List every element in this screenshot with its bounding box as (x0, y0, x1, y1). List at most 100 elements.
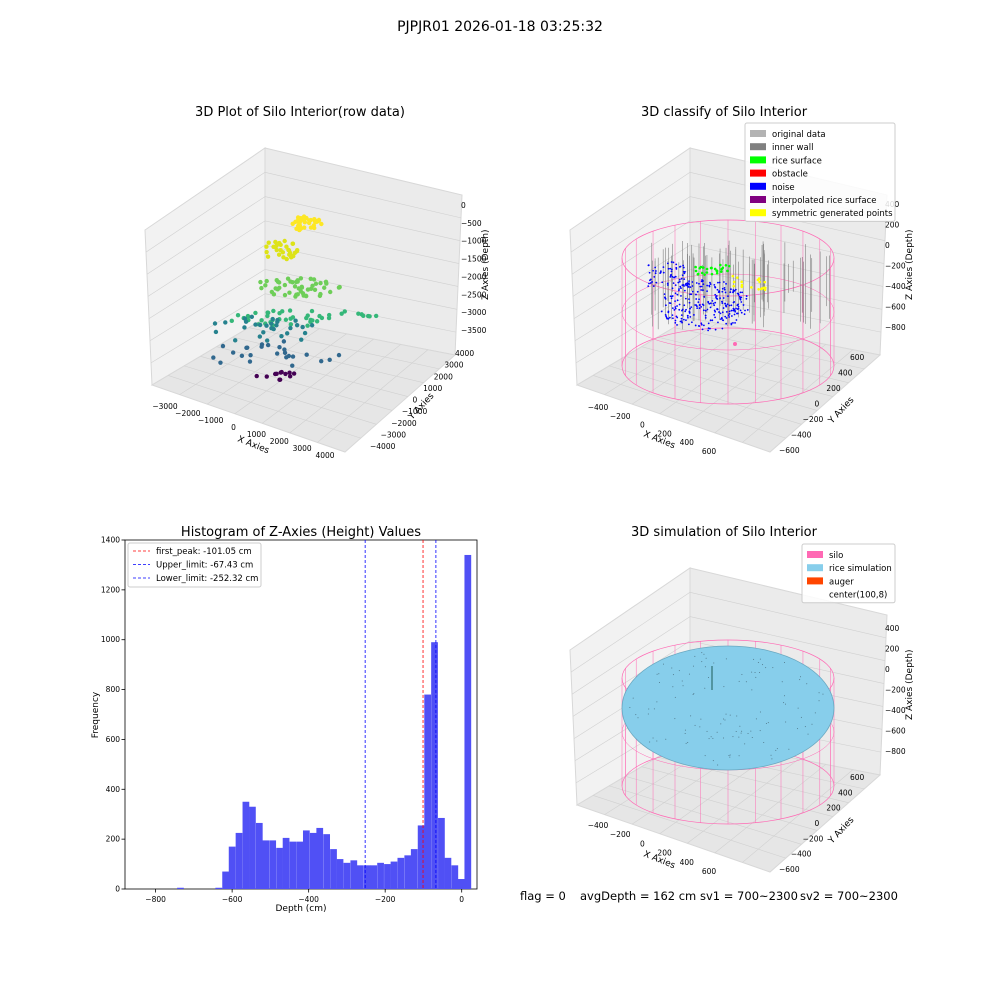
tick-label: 600 (702, 867, 717, 876)
histogram-bar (384, 864, 391, 889)
noise-point (702, 324, 705, 327)
histogram-bar (282, 837, 290, 889)
rice-simulation-point (688, 673, 690, 675)
grid-line (593, 375, 786, 439)
noise-point (721, 319, 724, 322)
grid-line (317, 349, 429, 443)
noise-point (667, 267, 670, 270)
scatter-point (312, 287, 318, 292)
panel-classify: 3D classify of Silo Interior −400−200020… (569, 105, 915, 456)
noise-point (684, 297, 687, 300)
noise-point (648, 279, 651, 282)
grid-line (641, 766, 833, 817)
noise-point (721, 327, 724, 330)
histogram-y-label: Frequency (91, 691, 101, 738)
legend-label: Upper_limit: -67.43 cm (156, 561, 253, 571)
histogram-bar (296, 841, 304, 889)
noise-point (723, 287, 726, 289)
scatter-point (290, 315, 296, 320)
legend-label: symmetric generated points (772, 209, 893, 219)
rice-simulation-point (822, 693, 824, 695)
histogram-bar (222, 871, 229, 889)
rice-simulation-point (712, 760, 714, 762)
scatter-point (264, 244, 269, 249)
noise-point (716, 288, 719, 291)
noise-point (669, 274, 672, 277)
scatter-point (277, 310, 282, 316)
rice-simulation-point (741, 730, 743, 732)
legend-label: obstacle (772, 170, 808, 180)
symmetric-point (731, 274, 735, 278)
noise-point (689, 307, 691, 310)
rice-surface-point (700, 271, 704, 275)
scatter-point (285, 276, 291, 281)
noise-point (653, 275, 656, 278)
rice-simulation-point (684, 732, 686, 734)
noise-point (701, 303, 704, 306)
grid-line (687, 338, 799, 424)
scatter-point (322, 285, 327, 290)
footer-avg-depth: avgDepth = 162 cm (580, 889, 696, 903)
x-tick-label: −600 (222, 895, 243, 904)
noise-point (664, 313, 667, 316)
rice-simulation-point (762, 664, 764, 666)
noise-point (743, 313, 746, 316)
tick-label: 200 (657, 849, 672, 858)
noise-point (676, 293, 679, 296)
scatter-point (317, 293, 323, 299)
tick-label: −2000 (175, 409, 201, 418)
histogram-bar (438, 817, 445, 889)
rice-simulation-point (739, 725, 741, 727)
scatter-point (314, 319, 320, 324)
histogram-bar (228, 846, 236, 889)
rice-simulation-point (723, 686, 725, 688)
noise-point (675, 263, 678, 266)
noise-point (693, 314, 695, 316)
scatter-point (258, 279, 263, 285)
noise-point (713, 304, 716, 307)
grid-line (604, 323, 718, 395)
scatter-point (319, 358, 324, 364)
noise-point (734, 321, 736, 324)
grid-line (571, 196, 691, 275)
noise-point (669, 295, 672, 298)
rice-simulation-point (765, 722, 767, 724)
histogram-bar (397, 857, 405, 889)
simulation-y-ticks: −600 −400 −200 0 200 400 600 (779, 773, 865, 874)
rice-simulation-point (703, 653, 705, 655)
noise-point (722, 307, 725, 309)
noise-point (682, 270, 685, 273)
histogram-bar (235, 832, 243, 889)
tick-label: 4000 (315, 451, 334, 460)
scatter-point (269, 289, 275, 295)
grid-line (572, 640, 691, 717)
tick-label: 600 (702, 447, 717, 456)
rice-simulation-point (759, 730, 761, 732)
symmetric-point (763, 280, 767, 284)
simulation-rice-surface (621, 645, 835, 771)
rice-simulation-point (753, 658, 755, 660)
histogram-bar (431, 642, 438, 889)
grid-line (573, 244, 691, 319)
noise-point (680, 287, 682, 290)
rice-simulation-point (807, 733, 809, 735)
scatter-point (300, 324, 305, 330)
legend-swatch (807, 551, 823, 558)
rice-simulation-point (735, 731, 737, 733)
rice-simulation-point (771, 758, 773, 760)
noise-point (696, 307, 699, 310)
noise-point (732, 291, 734, 294)
noise-point (712, 302, 715, 305)
rice-simulation-point (693, 693, 695, 695)
noise-point (709, 302, 712, 305)
scatter-point (243, 319, 249, 324)
grid-line (609, 785, 802, 845)
tick-label: −2500 (461, 290, 487, 299)
y-tick-label: 600 (106, 735, 121, 744)
rice-simulation-point (700, 718, 702, 720)
noise-point (689, 293, 692, 296)
rice-simulation-point (754, 672, 756, 674)
legend-swatch (750, 156, 766, 164)
noise-point (671, 295, 674, 297)
tick-label: −400 (588, 821, 609, 830)
